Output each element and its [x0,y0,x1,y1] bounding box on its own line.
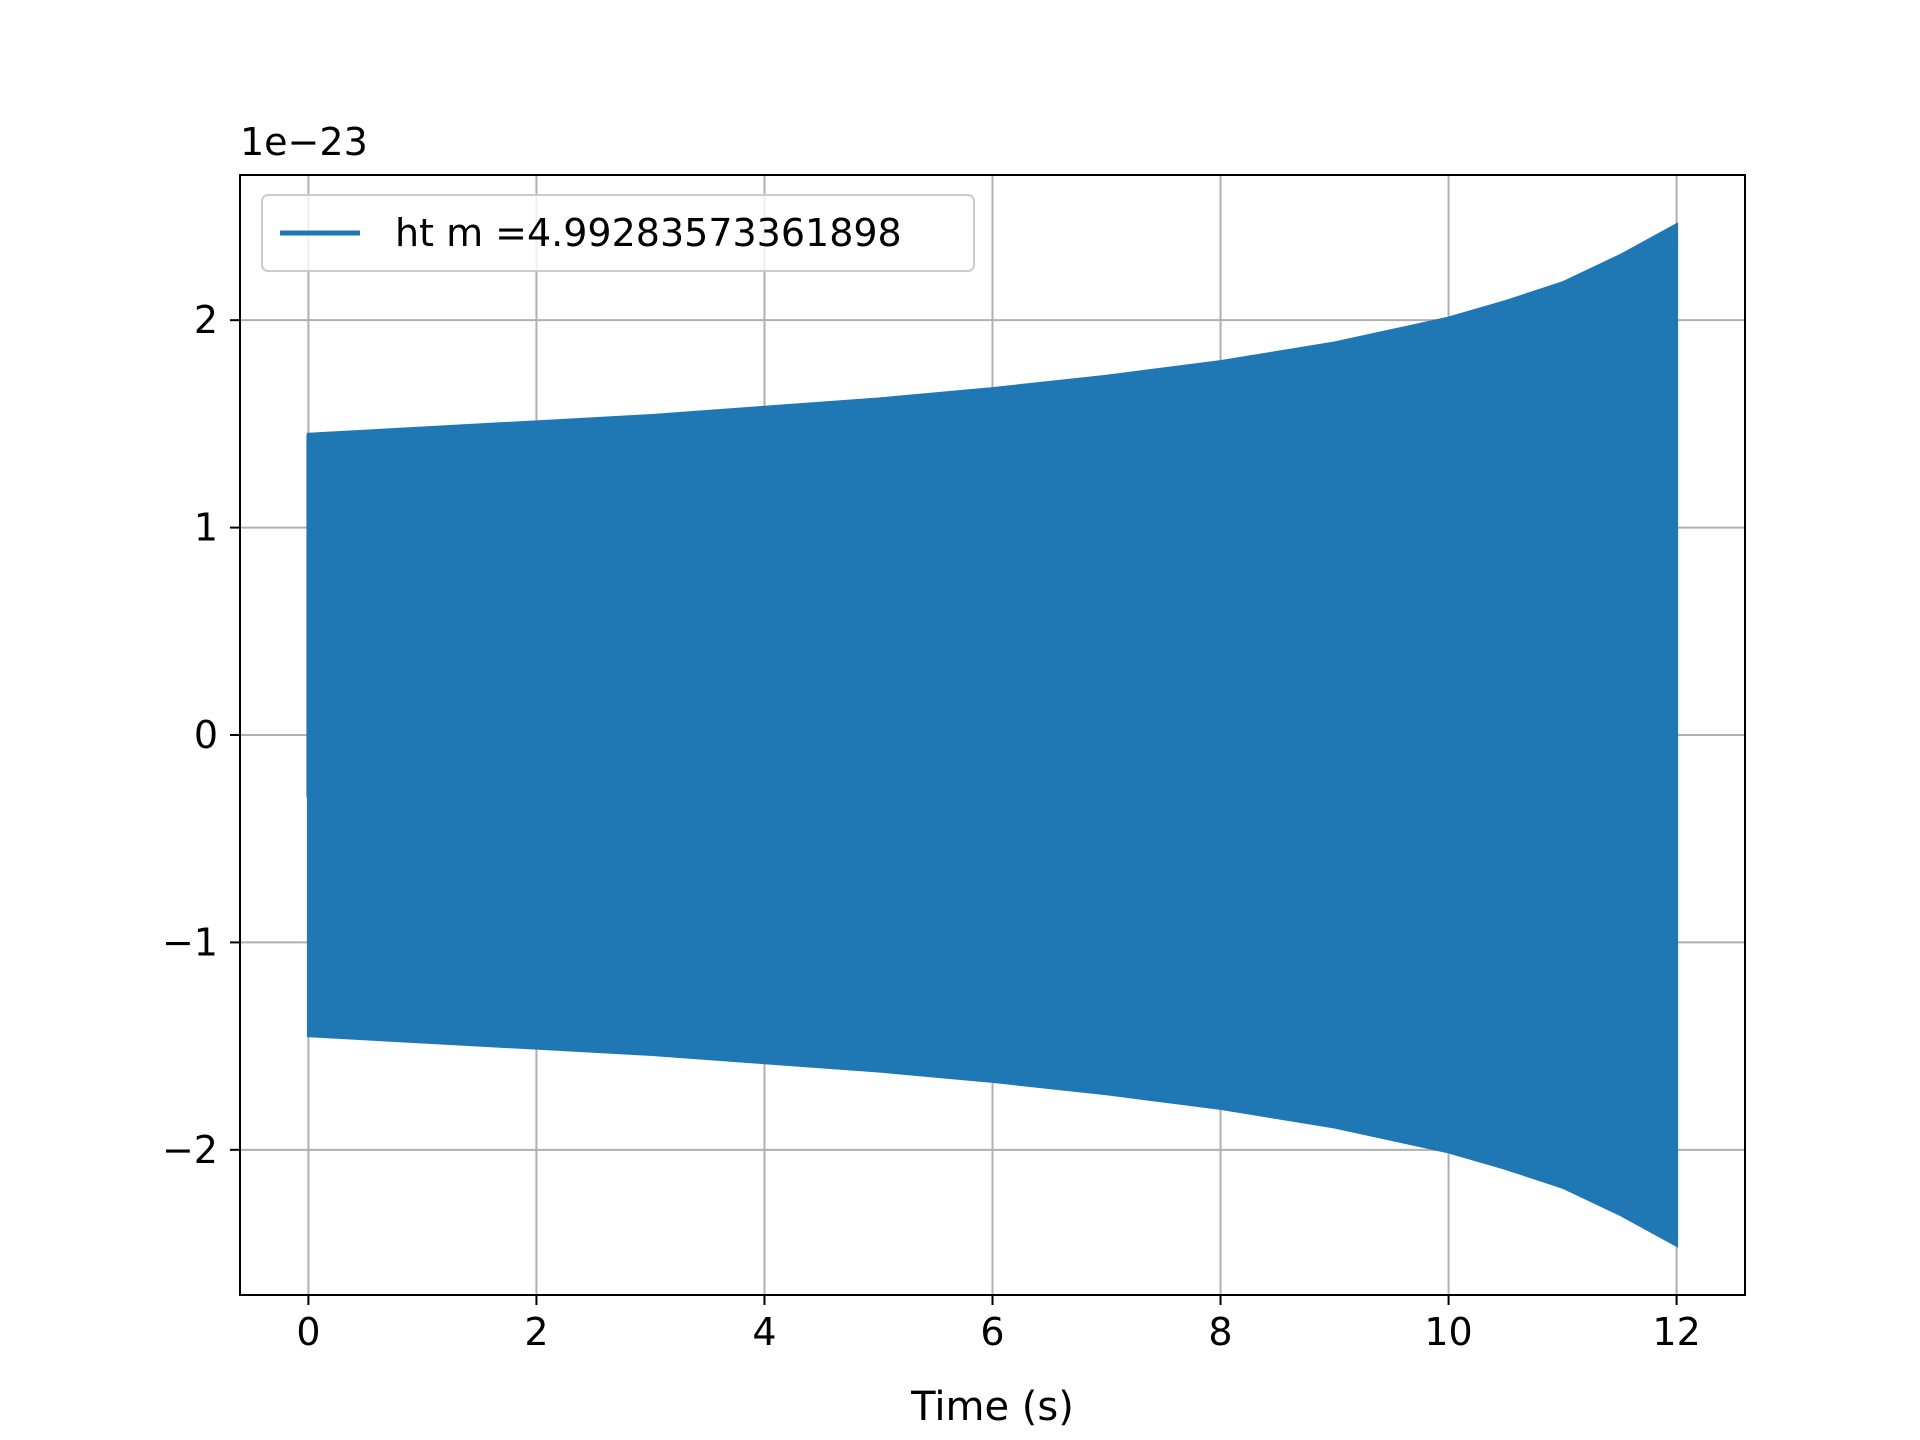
y-tick-label: −1 [162,920,218,964]
x-axis: 0 2 4 6 8 10 12 [296,1295,1701,1354]
x-tick-label: 0 [296,1310,320,1354]
series-layer [306,222,1679,1248]
y-axis: −2 −1 0 1 2 [162,298,240,1172]
x-tick-label: 12 [1652,1310,1700,1354]
series-waveform [306,222,1679,1248]
legend-label: ht m =4.99283573361898 [395,211,902,255]
y-tick-label: 2 [194,298,218,342]
x-tick-label: 8 [1208,1310,1232,1354]
x-tick-label: 4 [752,1310,776,1354]
x-tick-label: 2 [524,1310,548,1354]
y-axis-offset-text: 1e−23 [240,120,368,164]
legend: ht m =4.99283573361898 [261,194,975,272]
y-tick-label: 1 [194,506,218,550]
x-tick-label: 6 [980,1310,1004,1354]
y-tick-label: −2 [162,1128,218,1172]
x-tick-label: 10 [1424,1310,1472,1354]
x-axis-label: Time (s) [910,1384,1074,1430]
legend-box [261,194,975,272]
y-tick-label: 0 [194,713,218,757]
